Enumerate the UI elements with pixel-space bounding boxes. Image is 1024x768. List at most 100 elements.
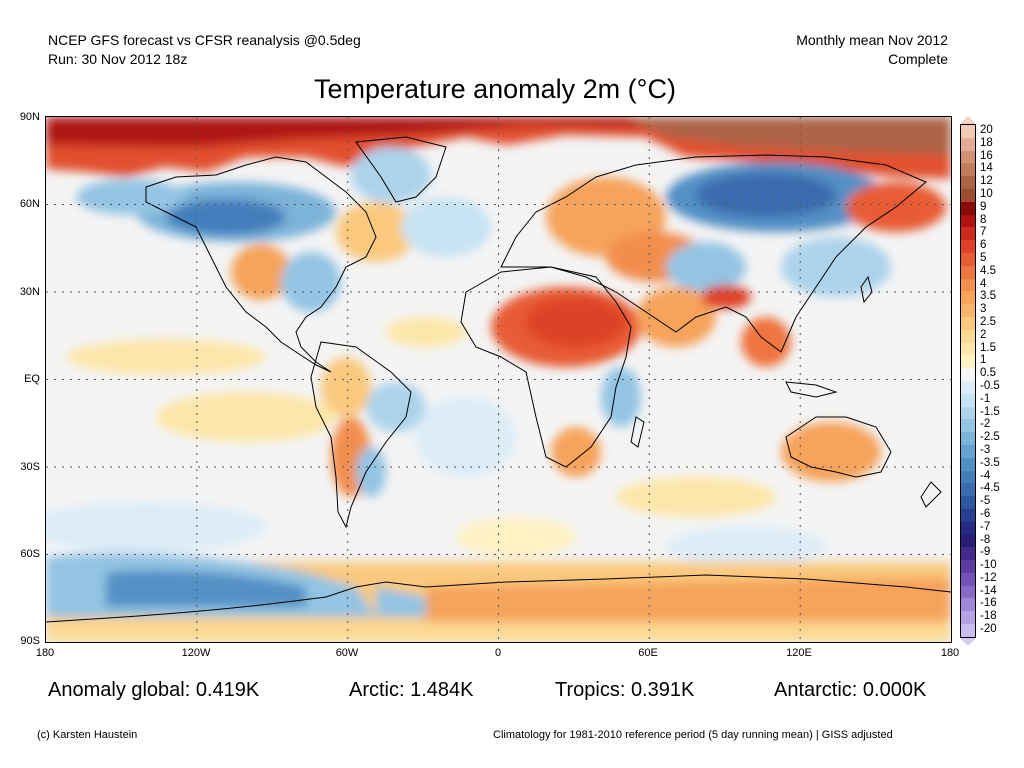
colorbar-tick-label: 2 [980,328,987,341]
colorbar-tick-label: 5 [980,251,987,264]
colorbar-tick-label: -12 [980,571,997,584]
colorbar-swatch [960,624,976,638]
colorbar-swatch [960,265,976,279]
colorbar-tick-label: -0.5 [980,379,1000,392]
colorbar-tick-label: -1.5 [980,405,1000,418]
colorbar-swatch [960,240,976,253]
colorbar-swatch [960,534,976,548]
colorbar-tick-label: 14 [980,162,993,175]
colorbar-swatch [960,419,976,433]
copyright: (c) Karsten Haustein [37,729,138,741]
colorbar-tick-label: 3 [980,303,987,316]
colorbar-swatch [960,547,976,561]
lat-label: 90N [19,111,40,123]
lat-label: EQ [24,373,40,385]
run-time: Run: 30 Nov 2012 18z [48,51,188,67]
colorbar-swatch [960,150,976,164]
colorbar-swatch [960,227,976,241]
colorbar-swatch [960,252,976,266]
colorbar-swatch [960,611,976,625]
lat-label: 60N [19,198,40,210]
colorbar-swatch [960,470,976,484]
colorbar-swatch [960,560,976,573]
arctic-anomaly: Arctic: 1.484K [349,679,474,701]
map-title: Temperature anomaly 2m (°C) [314,74,676,104]
period-label: Monthly mean Nov 2012 [796,32,948,48]
colorbar-swatch [960,444,976,458]
colorbar-swatch [960,124,976,138]
anomaly-map [45,116,952,643]
tropics-anomaly: Tropics: 0.391K [555,679,695,701]
colorbar-top-arrow [960,116,976,124]
colorbar-swatch [960,291,976,305]
colorbar-swatch [960,393,976,407]
colorbar-tick-label: -6 [980,507,991,520]
lat-label: 30S [20,461,40,473]
colorbar-swatch [960,432,976,445]
model-description: NCEP GFS forecast vs CFSR reanalysis @0.… [48,32,361,48]
colorbar-tick-label: -5 [980,495,991,508]
colorbar-tick-label: 3.5 [980,290,996,303]
colorbar-tick-label: 0.5 [980,367,996,380]
colorbar-swatch [960,329,976,343]
lat-label: 30N [19,286,40,298]
colorbar-swatch [960,188,976,202]
colorbar-swatch [960,304,976,317]
colorbar-swatch [960,483,976,497]
header-period: Monthly mean Nov 2012 Complete [796,31,948,69]
colorbar-tick-label: -4.5 [980,482,1000,495]
colorbar-tick-label: 1 [980,354,987,367]
colorbar-tick-label: -3 [980,443,991,456]
colorbar-tick-label: 18 [980,136,993,149]
colorbar-tick-label: 8 [980,213,987,226]
colorbar-swatch [960,342,976,356]
lon-label: 0 [494,647,502,659]
antarctic-anomaly: Antarctic: 0.000K [774,679,927,701]
colorbar-swatch [960,457,976,471]
colorbar-tick-label: 10 [980,187,993,200]
colorbar-swatch [960,163,976,177]
colorbar-swatch [960,508,976,522]
colorbar-swatch [960,572,976,586]
colorbar-swatch [960,368,976,381]
colorbar-swatch [960,316,976,330]
colorbar-tick-label: 9 [980,200,987,213]
completion-status: Complete [888,51,948,67]
colorbar-tick-label: -2 [980,418,991,431]
colorbar-tick-label: 6 [980,239,987,252]
colorbar-tick-label: -14 [980,584,997,597]
colorbar-tick-label: -10 [980,559,997,572]
colorbar [960,116,976,646]
colorbar-swatch [960,214,976,228]
lat-label: 60S [20,548,40,560]
colorbar-tick-label: -3.5 [980,456,1000,469]
lon-label: 60E [638,647,658,659]
colorbar-tick-label: -7 [980,520,991,533]
colorbar-tick-label: 2.5 [980,315,996,328]
anomaly-shading [46,117,951,642]
colorbar-swatch [960,380,976,394]
colorbar-swatch [960,201,976,215]
colorbar-tick-label: -20 [980,623,997,636]
climatology-note: Climatology for 1981-2010 reference peri… [493,729,893,741]
colorbar-tick-label: -4 [980,469,991,482]
colorbar-tick-label: -16 [980,597,997,610]
lon-label: 120E [786,647,812,659]
colorbar-tick-label: 7 [980,226,987,239]
colorbar-tick-label: 16 [980,149,993,162]
colorbar-tick-label: 4.5 [980,264,996,277]
colorbar-swatch [960,406,976,420]
colorbar-tick-label: 4 [980,277,987,290]
coastlines [46,136,951,623]
lon-label: 60W [335,647,359,659]
colorbar-swatch [960,521,976,535]
colorbar-tick-label: -8 [980,533,991,546]
colorbar-swatch [960,137,976,151]
colorbar-tick-label: -1 [980,392,991,405]
colorbar-tick-label: 20 [980,124,993,136]
global-anomaly: Anomaly global: 0.419K [48,679,260,701]
colorbar-swatch [960,496,976,509]
colorbar-tick-label: 12 [980,175,993,188]
lon-label: 180 [35,647,55,659]
colorbar-swatch [960,278,976,292]
